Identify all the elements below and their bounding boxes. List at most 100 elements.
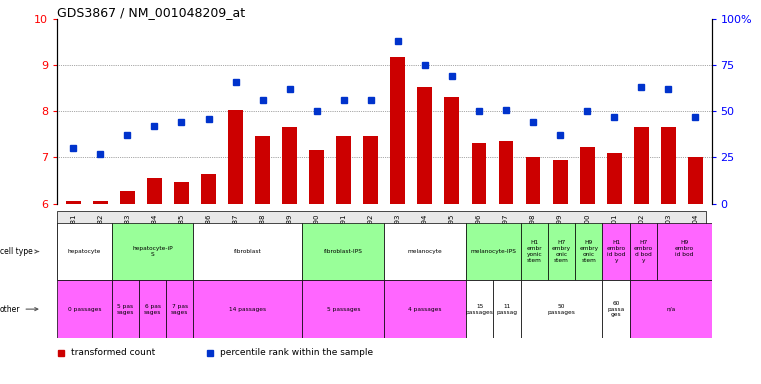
Bar	[472, 143, 486, 204]
Text: GSM568491: GSM568491	[341, 213, 347, 256]
Text: percentile rank within the sample: percentile rank within the sample	[220, 348, 373, 357]
Text: 15
passages: 15 passages	[466, 304, 494, 314]
Text: GSM568495: GSM568495	[449, 213, 455, 256]
Text: GSM568504: GSM568504	[693, 213, 699, 256]
Text: GSM568493: GSM568493	[395, 213, 401, 256]
Text: 5 pas
sages: 5 pas sages	[116, 304, 134, 314]
Bar	[363, 136, 378, 204]
Bar	[390, 57, 406, 204]
Text: transformed count: transformed count	[71, 348, 155, 357]
Bar	[630, 223, 657, 280]
Bar	[493, 280, 521, 338]
Bar	[634, 127, 648, 204]
Bar	[688, 157, 702, 204]
Text: GSM568503: GSM568503	[665, 213, 671, 256]
Bar	[384, 223, 466, 280]
Text: GSM568496: GSM568496	[476, 213, 482, 256]
Bar	[466, 223, 521, 280]
Bar	[552, 160, 568, 204]
Bar	[336, 136, 351, 204]
Text: 4 passages: 4 passages	[409, 306, 442, 312]
Bar	[57, 280, 112, 338]
Bar	[603, 223, 630, 280]
Bar	[661, 127, 676, 204]
Text: GSM568499: GSM568499	[557, 213, 563, 256]
Text: GSM568498: GSM568498	[530, 213, 536, 256]
Bar	[193, 223, 303, 280]
Text: H7
embry
onic
stem: H7 embry onic stem	[552, 240, 571, 263]
Bar	[139, 280, 166, 338]
Bar	[66, 201, 81, 204]
Bar	[120, 191, 135, 204]
Text: GSM568486: GSM568486	[205, 213, 212, 256]
Text: 60
passa
ges: 60 passa ges	[607, 301, 625, 318]
Bar	[630, 280, 712, 338]
Bar	[174, 182, 189, 204]
Text: GDS3867 / NM_001048209_at: GDS3867 / NM_001048209_at	[57, 6, 245, 19]
Text: 14 passages: 14 passages	[229, 306, 266, 312]
Text: GSM568497: GSM568497	[503, 213, 509, 256]
Bar	[657, 223, 712, 280]
Text: GSM568485: GSM568485	[179, 213, 184, 256]
Bar	[193, 280, 303, 338]
Text: H9
embro
id bod: H9 embro id bod	[675, 240, 694, 263]
Text: other: other	[0, 305, 38, 314]
Bar	[112, 280, 139, 338]
Bar	[57, 223, 112, 280]
Text: GSM568492: GSM568492	[368, 213, 374, 256]
Text: H7
embro
d bod
y: H7 embro d bod y	[634, 240, 653, 263]
Text: melanocyte: melanocyte	[408, 249, 443, 254]
Text: 6 pas
sages: 6 pas sages	[144, 304, 161, 314]
Bar	[309, 150, 324, 204]
Text: 5 passages: 5 passages	[326, 306, 360, 312]
Text: n/a: n/a	[666, 306, 675, 312]
Bar	[147, 178, 162, 204]
Bar	[521, 280, 603, 338]
Text: fibroblast-IPS: fibroblast-IPS	[324, 249, 363, 254]
Bar	[466, 280, 493, 338]
Text: GSM568501: GSM568501	[611, 213, 617, 256]
Text: GSM568483: GSM568483	[124, 213, 130, 256]
Text: GSM568489: GSM568489	[287, 213, 293, 256]
Text: GSM568487: GSM568487	[233, 213, 238, 256]
Text: GSM568484: GSM568484	[151, 213, 158, 256]
Bar	[201, 174, 216, 204]
Text: GSM568494: GSM568494	[422, 213, 428, 256]
Text: 0 passages: 0 passages	[68, 306, 101, 312]
Text: melanocyte-IPS: melanocyte-IPS	[470, 249, 517, 254]
Text: hepatocyte-iP
S: hepatocyte-iP S	[132, 246, 173, 257]
Text: H1
embr
yonic
stem: H1 embr yonic stem	[527, 240, 542, 263]
Text: 7 pas
sages: 7 pas sages	[171, 304, 189, 314]
Text: fibroblast: fibroblast	[234, 249, 262, 254]
Text: GSM568488: GSM568488	[260, 213, 266, 256]
Bar	[282, 127, 297, 204]
Text: GSM568502: GSM568502	[638, 213, 645, 256]
Text: hepatocyte: hepatocyte	[68, 249, 101, 254]
Text: H1
embro
id bod
y: H1 embro id bod y	[607, 240, 626, 263]
Bar	[444, 97, 460, 204]
Text: GSM568482: GSM568482	[97, 213, 103, 256]
Bar	[498, 141, 514, 204]
Text: 50
passages: 50 passages	[548, 304, 575, 314]
Bar	[303, 223, 384, 280]
Bar	[575, 223, 603, 280]
Text: 11
passag: 11 passag	[496, 304, 517, 314]
Bar	[548, 223, 575, 280]
Bar	[166, 280, 193, 338]
Bar	[255, 136, 270, 204]
Text: GSM568490: GSM568490	[314, 213, 320, 256]
Bar	[521, 223, 548, 280]
Text: GSM568481: GSM568481	[70, 213, 76, 256]
Bar	[384, 280, 466, 338]
Text: cell type: cell type	[0, 247, 38, 256]
Bar	[607, 153, 622, 204]
Bar	[580, 147, 594, 204]
Bar	[418, 87, 432, 204]
Bar	[93, 201, 108, 204]
Text: GSM568500: GSM568500	[584, 213, 590, 256]
Bar	[603, 280, 630, 338]
Bar	[112, 223, 193, 280]
Bar	[526, 157, 540, 204]
Bar	[228, 111, 243, 204]
Text: H9
embry
onic
stem: H9 embry onic stem	[579, 240, 598, 263]
